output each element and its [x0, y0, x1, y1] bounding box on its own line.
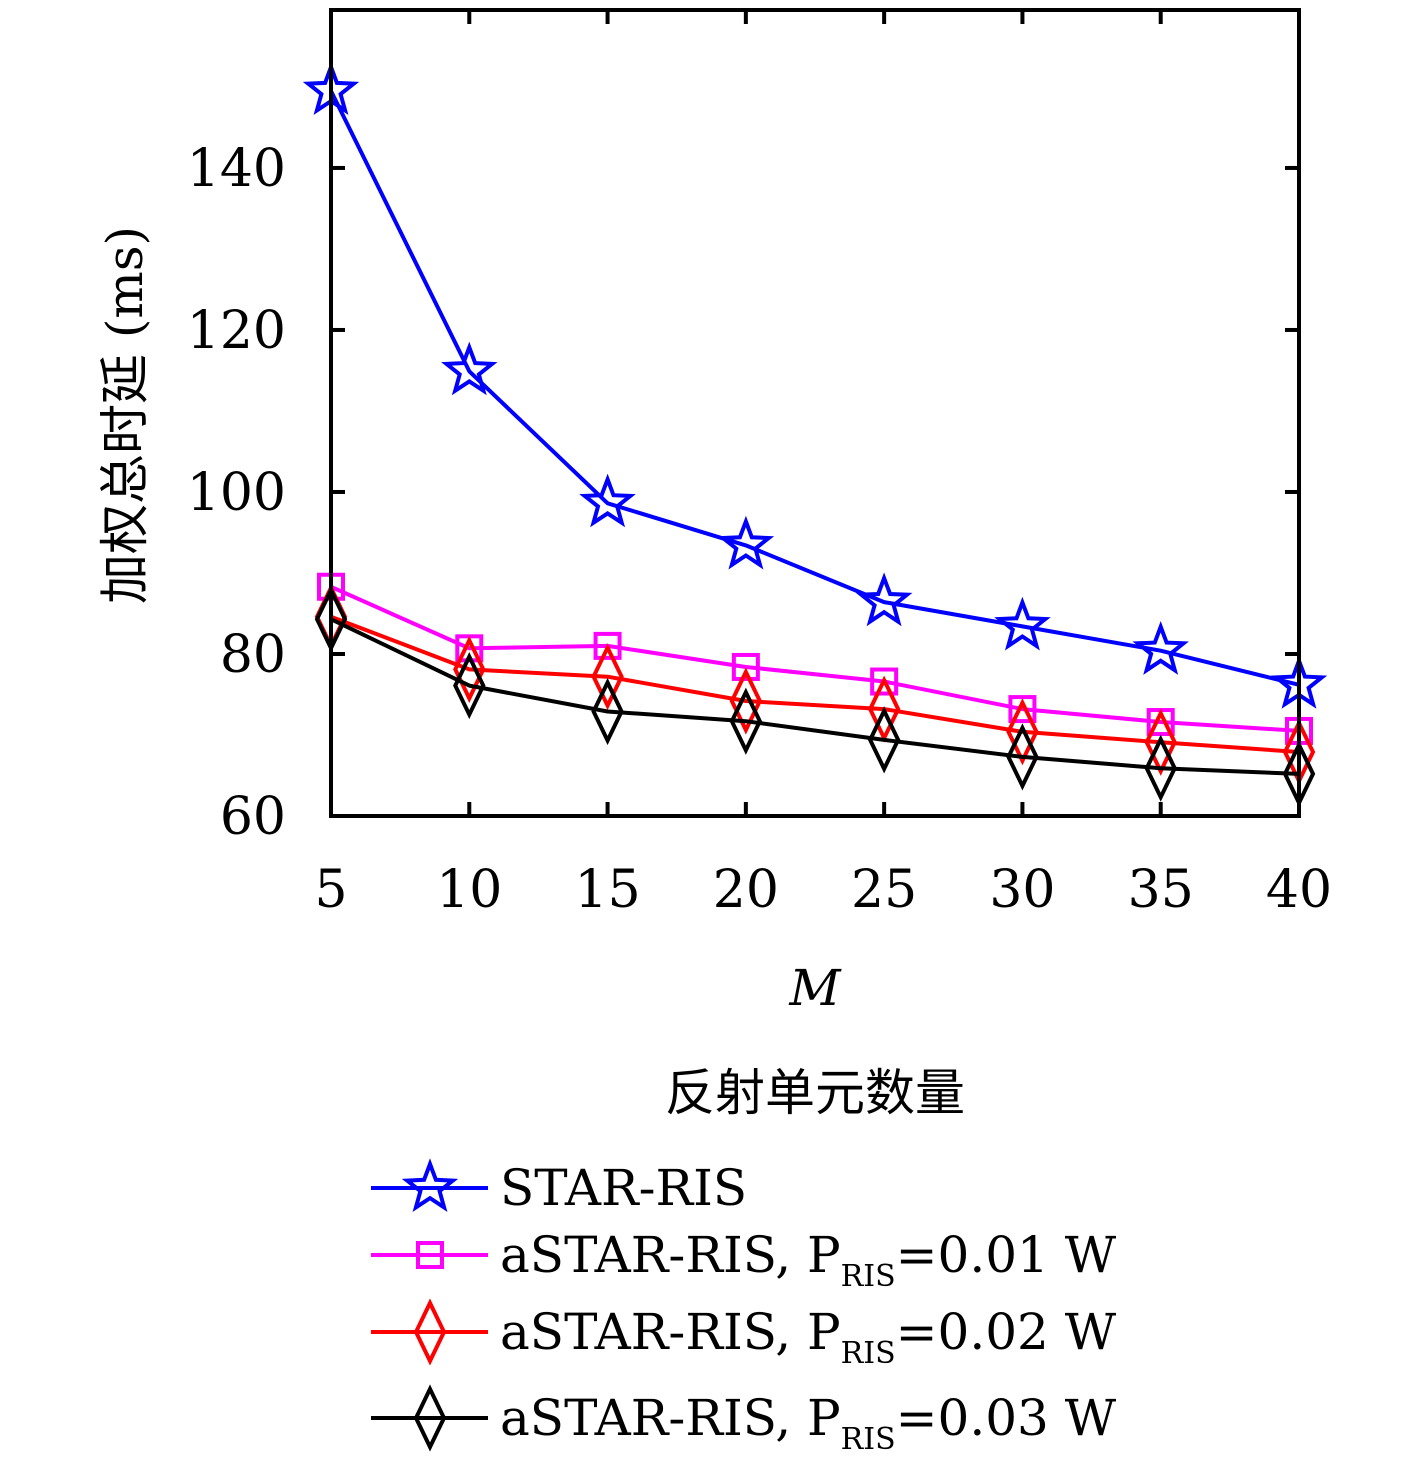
data-point: [1144, 708, 1177, 776]
series-3: [314, 585, 1316, 808]
y-tick-label: 140: [187, 139, 286, 199]
y-tick-label: 60: [220, 787, 286, 847]
legend-label-tail: =0.03 W: [896, 1389, 1117, 1447]
data-point: [579, 473, 636, 528]
series-layer: [302, 61, 1328, 808]
legend-label-sub: RIS: [841, 1336, 896, 1371]
x-axis-label-cn: 反射单元数量: [665, 1064, 965, 1122]
x-tick-label: 10: [436, 860, 502, 920]
axis-ticks: [329, 10, 1301, 818]
x-tick-label: 5: [314, 860, 347, 920]
data-point: [1008, 695, 1037, 724]
data-point: [593, 631, 622, 660]
legend-marker: [413, 1384, 447, 1452]
legend-label-tail: =0.01 W: [896, 1226, 1117, 1284]
plot-frame: [329, 8, 1301, 818]
y-tick-label: 120: [187, 301, 286, 361]
x-tick-label: 30: [989, 860, 1055, 920]
legend-label-main: aSTAR-RIS, P: [500, 1389, 841, 1447]
data-point: [729, 667, 763, 735]
data-point: [1006, 698, 1039, 766]
x-tick-label: 20: [713, 860, 779, 920]
data-point: [1132, 620, 1189, 675]
data-point: [729, 687, 763, 755]
legend-item: STAR-RIS: [371, 1158, 747, 1217]
legend-label: aSTAR-RIS, PRIS=0.02 W: [500, 1303, 1117, 1371]
series-0: [302, 61, 1328, 709]
data-point: [441, 341, 498, 396]
data-point: [1144, 734, 1177, 802]
x-tick-label: 15: [574, 860, 640, 920]
x-tick-label: 40: [1266, 860, 1332, 920]
y-tick-label: 80: [220, 625, 286, 685]
data-point: [870, 667, 899, 696]
legend-label-sub: RIS: [841, 1259, 896, 1294]
x-axis-label: M: [788, 959, 842, 1017]
y-axis-label: 加权总时延 (ms): [96, 226, 154, 604]
data-point: [453, 635, 486, 703]
series-line: [330, 617, 1300, 776]
data-point: [867, 706, 901, 774]
y-tick-label: 100: [187, 463, 286, 523]
legend-label: aSTAR-RIS, PRIS=0.01 W: [500, 1226, 1117, 1294]
x-tick-label: 25: [851, 860, 917, 920]
series-line: [330, 584, 1300, 733]
legend-label: aSTAR-RIS, PRIS=0.03 W: [500, 1389, 1117, 1457]
legend-marker: [416, 1241, 444, 1269]
x-tick-labels: 5 10 15 20 25 30 35 40: [314, 860, 1332, 920]
data-point: [731, 652, 760, 681]
legend-label-main: aSTAR-RIS, P: [500, 1303, 841, 1361]
data-point: [855, 572, 913, 627]
data-point: [591, 643, 624, 711]
legend-label-main: aSTAR-RIS, P: [500, 1226, 841, 1284]
data-point: [453, 651, 486, 720]
legend-marker: [413, 1298, 447, 1366]
legend-label-main: STAR-RIS: [500, 1159, 747, 1217]
legend-label-tail: =0.02 W: [896, 1303, 1117, 1361]
data-point: [994, 596, 1051, 651]
series-line: [330, 614, 1300, 754]
legend-label-sub: RIS: [841, 1422, 896, 1457]
legend-item: aSTAR-RIS, PRIS=0.03 W: [371, 1384, 1117, 1457]
data-point: [717, 515, 775, 570]
y-tick-labels: 60 80 100 120 140: [187, 139, 286, 847]
legend-item: aSTAR-RIS, PRIS=0.01 W: [371, 1226, 1117, 1294]
series-line: [329, 90, 1300, 687]
data-point: [591, 677, 624, 746]
legend-label: STAR-RIS: [500, 1159, 747, 1217]
legend-marker: [401, 1158, 459, 1213]
data-point: [1006, 723, 1039, 791]
legend-item: aSTAR-RIS, PRIS=0.02 W: [371, 1298, 1117, 1371]
series-1: [317, 572, 1313, 745]
x-tick-label: 35: [1128, 860, 1194, 920]
